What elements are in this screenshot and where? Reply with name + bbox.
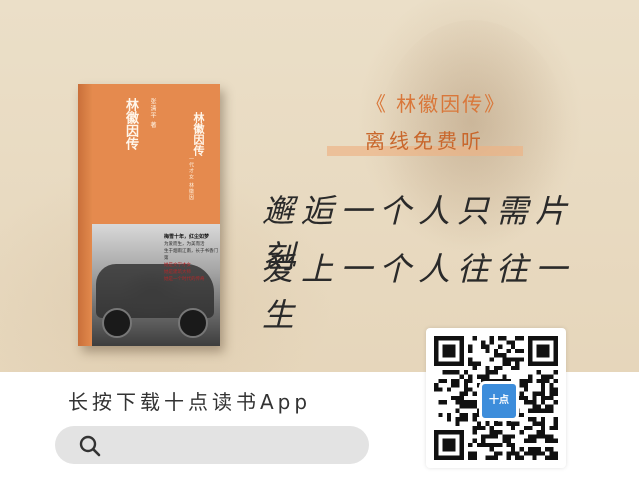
search-icon[interactable] [78,434,102,458]
book-blurb-headline: 梅雪十年，红尘如梦 [164,234,210,240]
qr-code-icon[interactable] [434,336,558,460]
book-blurb-line: 她是建筑大师 [164,270,191,275]
book-cover-image: 林徽因传 张清平 著 林徽因传 一代才女 林徽因 梅雪十年，红尘如梦 为爱而生，… [78,84,220,346]
quote-line-2: 爱上一个人往往一生 [262,250,575,334]
book-blurb-line: 她是一个时代的传奇 [164,277,205,282]
quote-line-1: 邂逅一个人只需片刻 [262,192,575,276]
book-title: 林徽因传 [123,98,138,150]
subtitle-highlight [327,146,523,156]
book-blurb-line: 为爱而生，为美而活 [164,242,205,247]
book-blurb-line: 生于烟雨江南，长于书香门第 [164,249,218,261]
promo-subtitle: 离线免费听 [365,129,485,153]
app-logo-icon: 十点 [479,381,519,421]
car-wheel [102,308,132,338]
book-blurb-line: 她是文学才女 [164,263,191,268]
background-portrait [378,20,568,250]
book-front: 林徽因传 张清平 著 林徽因传 一代才女 林徽因 梅雪十年，红尘如梦 为爱而生，… [92,84,220,346]
book-cover-title: 林徽因传 [192,112,205,156]
car-wheel [178,308,208,338]
download-label: 长按下载十点读书App [68,390,312,414]
book-spine [78,84,92,346]
book-blurb: 梅雪十年，红尘如梦 为爱而生，为美而活 生于烟雨江南，长于书香门第 她是文学才女… [164,234,218,283]
promo-banner: 林徽因传 张清平 著 林徽因传 一代才女 林徽因 梅雪十年，红尘如梦 为爱而生，… [0,0,639,372]
search-input[interactable] [55,426,369,464]
book-cover-subtitle: 一代才女 林徽因 [188,156,194,201]
book-author: 张清平 著 [149,98,156,129]
promo-title: 《 林徽因传》 [365,92,507,116]
